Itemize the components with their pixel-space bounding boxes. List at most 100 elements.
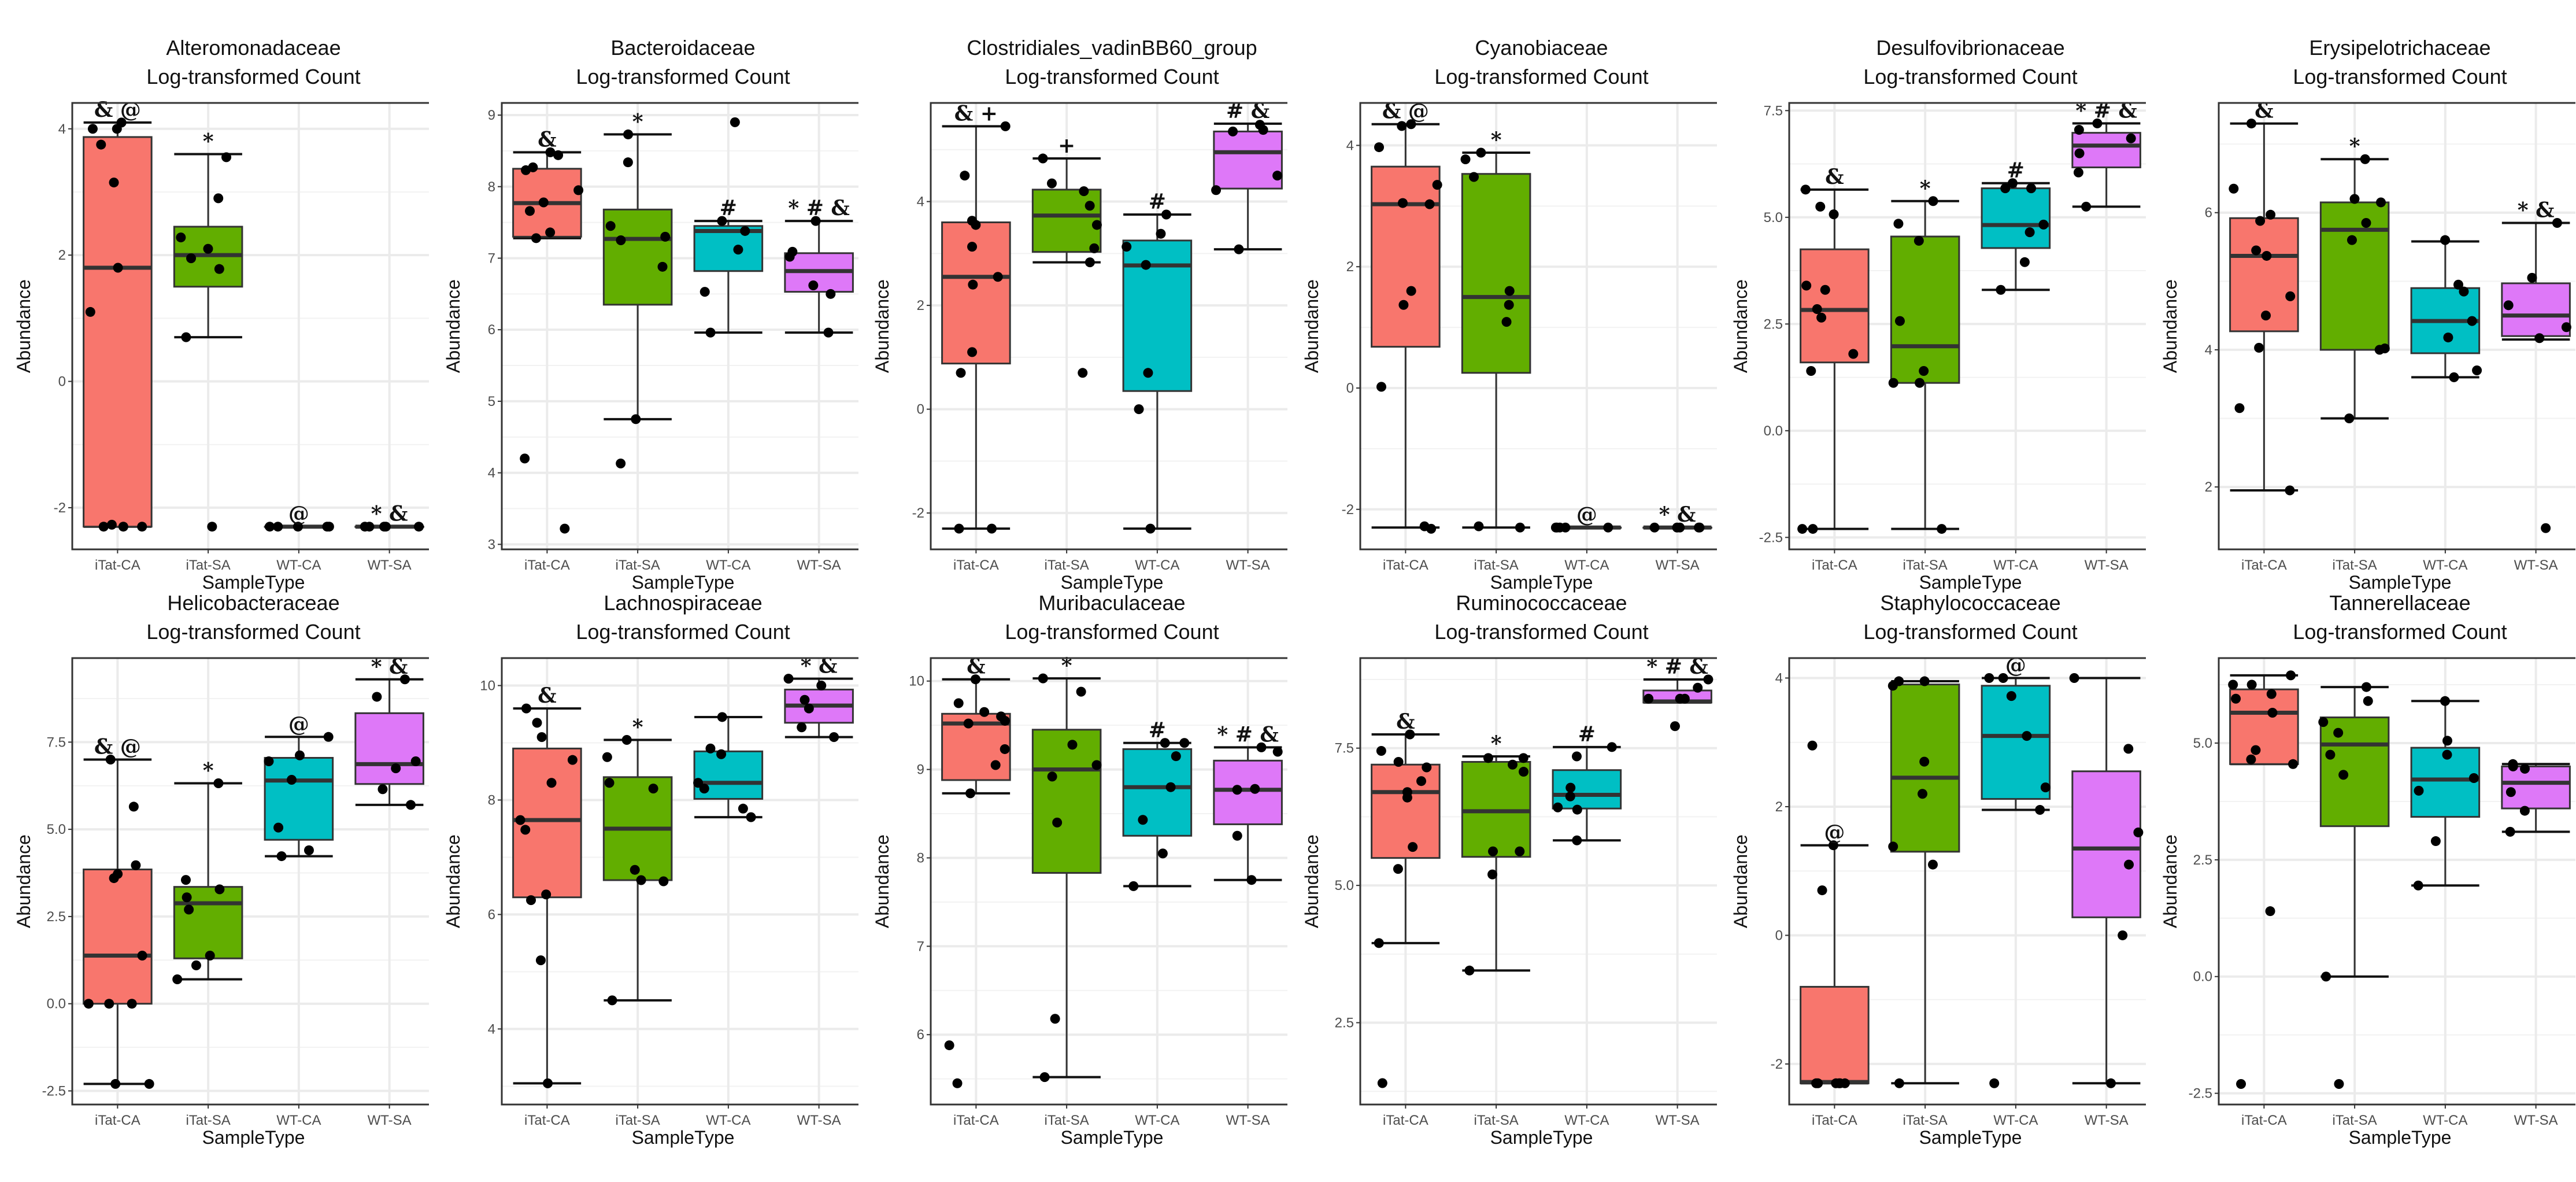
chart-title: Cyanobiaceae bbox=[1475, 36, 1608, 60]
data-point bbox=[573, 185, 583, 195]
data-point bbox=[1398, 300, 1409, 310]
box-wt-ca: # bbox=[1981, 158, 2051, 295]
data-point bbox=[1179, 738, 1190, 748]
data-point bbox=[1171, 751, 1181, 762]
data-point bbox=[804, 703, 814, 714]
box-iqr bbox=[1032, 729, 1102, 874]
data-point bbox=[1085, 201, 1095, 211]
box-iqr bbox=[941, 221, 1011, 365]
chart-svg: Bacteroidaceae Log-transformed Count 3 4 5 6 7… bbox=[443, 36, 858, 593]
box-wt-ca bbox=[2410, 696, 2481, 891]
data-point bbox=[2338, 770, 2349, 780]
data-point bbox=[1393, 864, 1403, 874]
data-point bbox=[2035, 805, 2045, 815]
data-point bbox=[1840, 1078, 1850, 1088]
significance-annotation: & bbox=[1826, 165, 1845, 189]
data-point bbox=[2374, 345, 2385, 355]
data-point bbox=[1078, 368, 1088, 378]
data-point bbox=[1397, 198, 1408, 208]
x-tick-label: iTat-CA bbox=[2241, 1113, 2287, 1128]
box-iqr bbox=[693, 225, 763, 272]
x-tick-label: WT-SA bbox=[1655, 1113, 1699, 1128]
significance-annotation: @ bbox=[1824, 821, 1845, 845]
y-tick-label: 9 bbox=[487, 108, 495, 123]
x-tick-label: iTat-SA bbox=[1474, 1113, 1518, 1128]
data-point bbox=[1476, 147, 1486, 158]
y-axis-title: Abundance bbox=[1730, 834, 1751, 928]
data-point bbox=[1565, 791, 1575, 801]
box-iqr bbox=[2319, 201, 2390, 351]
data-point bbox=[1487, 846, 1498, 856]
x-tick-label: iTat-CA bbox=[1383, 1113, 1428, 1128]
x-tick-label: iTat-SA bbox=[1474, 557, 1518, 573]
x-tick-label: WT-SA bbox=[1655, 557, 1699, 573]
data-point bbox=[182, 892, 192, 903]
data-point bbox=[783, 674, 794, 684]
data-point bbox=[2267, 707, 2278, 718]
data-point bbox=[87, 124, 98, 134]
data-point bbox=[716, 216, 727, 226]
data-point bbox=[214, 264, 224, 274]
y-tick-label: 7 bbox=[487, 250, 495, 266]
chart-subtitle: Log-transformed Count bbox=[1005, 620, 1219, 644]
data-point bbox=[2442, 736, 2453, 746]
box-itat-sa: * bbox=[1461, 732, 1531, 976]
significance-annotation: @ bbox=[288, 502, 309, 526]
x-tick-label: WT-SA bbox=[2514, 557, 2558, 573]
plot-border bbox=[1359, 657, 1717, 1106]
data-point bbox=[2133, 827, 2144, 837]
x-tick-label: WT-SA bbox=[2085, 1113, 2129, 1128]
data-point bbox=[96, 139, 106, 150]
chart-title: Alteromonadaceae bbox=[166, 36, 340, 60]
data-point bbox=[515, 815, 525, 825]
data-point bbox=[607, 995, 617, 1006]
y-tick-label: 8 bbox=[487, 792, 495, 808]
data-point bbox=[1047, 771, 1057, 782]
x-tick-label: WT-SA bbox=[368, 557, 412, 573]
chart-svg: Staphylococcaceae Log-transformed Count -2… bbox=[1730, 591, 2146, 1148]
box-wt-ca: @ bbox=[1550, 503, 1622, 533]
box-wt-sa: * & bbox=[354, 655, 424, 810]
data-point bbox=[993, 272, 1003, 282]
y-tick-label: 4 bbox=[2205, 342, 2212, 358]
data-point bbox=[1693, 682, 1703, 693]
x-tick-label: iTat-CA bbox=[953, 557, 999, 573]
y-tick-label: 2 bbox=[2205, 479, 2212, 495]
box-wt-ca: # bbox=[1122, 190, 1193, 534]
box-iqr bbox=[1213, 130, 1283, 190]
box-iqr bbox=[1981, 187, 2051, 249]
box-wt-ca: # bbox=[693, 117, 763, 338]
data-point bbox=[1797, 524, 1808, 534]
data-point bbox=[2541, 523, 2551, 533]
data-point bbox=[2229, 183, 2239, 194]
data-point bbox=[1848, 349, 1859, 359]
significance-annotation: & @ bbox=[94, 735, 141, 759]
significance-annotation: @ bbox=[1576, 503, 1597, 527]
data-point bbox=[2519, 806, 2530, 816]
data-point bbox=[545, 227, 555, 238]
data-point bbox=[364, 522, 375, 532]
chart-subtitle: Log-transformed Count bbox=[2293, 620, 2507, 644]
y-tick-label: 0.0 bbox=[2193, 969, 2212, 985]
data-point bbox=[1091, 760, 1102, 770]
data-point bbox=[1829, 209, 1839, 220]
x-tick-label: WT-CA bbox=[1994, 557, 2038, 573]
data-point bbox=[2285, 485, 2295, 496]
y-axis-title: Abundance bbox=[13, 834, 34, 928]
significance-annotation: # bbox=[2007, 158, 2024, 183]
x-axis-title: SampleType bbox=[2349, 1127, 2452, 1148]
significance-annotation: * # & bbox=[1217, 722, 1279, 747]
data-point bbox=[1000, 716, 1011, 726]
data-point bbox=[2561, 322, 2571, 333]
data-point bbox=[286, 774, 297, 785]
box-wt-ca: @ bbox=[264, 502, 334, 532]
data-point bbox=[1165, 782, 1176, 792]
box-itat-ca: & @ bbox=[83, 98, 153, 532]
chart-subtitle: Log-transformed Count bbox=[576, 620, 790, 644]
data-point bbox=[971, 674, 981, 685]
y-tick-label: 8 bbox=[487, 179, 495, 195]
data-point bbox=[796, 722, 806, 733]
box-itat-sa: * bbox=[1460, 128, 1531, 533]
data-point bbox=[2123, 744, 2134, 754]
data-point bbox=[2349, 194, 2360, 204]
